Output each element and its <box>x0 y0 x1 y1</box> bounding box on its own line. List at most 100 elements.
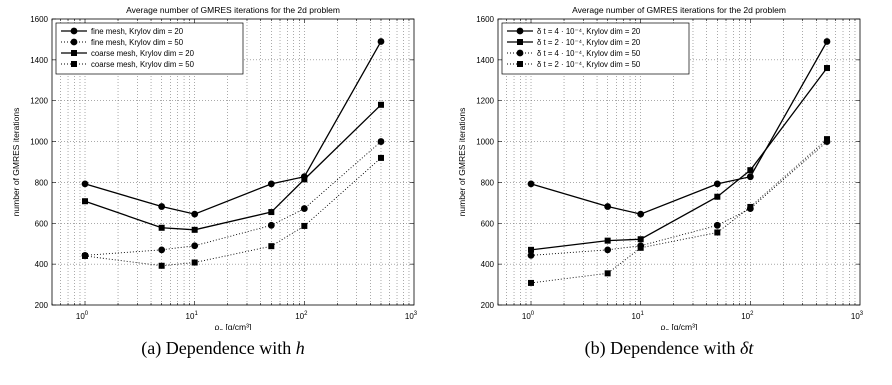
xtick-label-b-0: 100 <box>522 311 535 321</box>
axes-box-b <box>497 18 861 306</box>
legend-marker-b-0 <box>516 27 524 35</box>
panel-b: 200 400 600 800 1000 1200 1400 1600 100 101 102 103… <box>446 0 892 385</box>
caption-b-label: (b) Dependence with <box>584 338 741 358</box>
point-a-3-3 <box>268 243 275 250</box>
ytick-label-a-7: 1600 <box>30 15 48 24</box>
point-a-2-2 <box>191 226 198 233</box>
point-b-1-2 <box>637 236 644 243</box>
legend-box-a <box>55 22 244 75</box>
point-b-0-3 <box>713 180 721 188</box>
point-b-0-5 <box>823 38 831 45</box>
caption-b: (b) Dependence with δt <box>446 338 892 359</box>
point-a-0-3 <box>267 180 275 188</box>
legend-marker-a-2 <box>71 50 77 56</box>
ytick-label-b-2: 600 <box>481 219 495 228</box>
point-b-0-4 <box>746 173 754 181</box>
xtick-label-b-1: 101 <box>632 311 645 321</box>
ytick-label-b-4: 1000 <box>476 138 494 147</box>
point-a-2-5 <box>377 101 384 108</box>
point-a-1-3 <box>267 221 275 229</box>
series-line-a-0 <box>84 41 382 215</box>
legend-label-a-1: fine mesh, Krylov dim = 50 <box>91 38 184 47</box>
ytick-label-a-4: 1000 <box>30 138 48 147</box>
xtick-label-b-3: 103 <box>851 311 864 321</box>
series-a-2 <box>82 101 384 233</box>
point-b-3-2 <box>637 244 644 251</box>
series-line-a-1 <box>84 141 382 256</box>
legend-label-a-0: fine mesh, Krylov dim = 20 <box>91 27 184 36</box>
point-a-0-5 <box>377 38 385 45</box>
ytick-label-b-5: 1200 <box>476 97 494 106</box>
series-b-3 <box>528 136 830 286</box>
chart-b: 200 400 600 800 1000 1200 1400 1600 100 101 102 103… <box>457 5 864 330</box>
chart-title-a: Average number of GMRES iterations for t… <box>126 5 340 15</box>
point-b-3-4 <box>747 203 754 210</box>
series-b-0 <box>527 38 831 218</box>
caption-a-symbol: h <box>295 338 305 358</box>
point-a-1-1 <box>158 246 166 254</box>
legend-label-a-2: coarse mesh, Krylov dim = 20 <box>91 49 195 58</box>
caption-a: (a) Dependence with h <box>0 338 446 359</box>
point-b-3-3 <box>714 229 721 236</box>
series-line-a-2 <box>84 104 382 231</box>
point-b-1-3 <box>714 193 721 200</box>
point-a-3-5 <box>377 154 384 161</box>
ytick-label-a-0: 200 <box>35 301 49 310</box>
point-b-0-1 <box>604 203 612 210</box>
x-axis-label-b: ρs [g/cm³] <box>661 322 698 330</box>
ytick-label-a-5: 1200 <box>30 97 48 106</box>
legend-b: δ t = 4 · 10⁻⁴, Krylov dim = 20 δ t = 2 ·… <box>501 22 690 75</box>
x-axis-label-a: ρs [g/cm³] <box>215 322 252 330</box>
legend-marker-a-1 <box>70 38 78 46</box>
point-a-2-4 <box>301 176 308 183</box>
point-a-1-4 <box>300 205 308 212</box>
point-a-0-0 <box>81 180 89 188</box>
point-b-3-0 <box>528 279 535 286</box>
point-b-1-4 <box>747 167 754 174</box>
series-line-b-2 <box>530 141 828 256</box>
series-a-3 <box>82 154 384 269</box>
ytick-label-a-1: 400 <box>35 260 49 269</box>
legend-marker-b-3 <box>517 61 523 67</box>
ytick-label-a-3: 800 <box>35 178 49 187</box>
legend-label-a-3: coarse mesh, Krylov dim = 50 <box>91 60 195 69</box>
panel-a: 200 400 600 800 1000 1200 1400 1600 100 101 102 103… <box>0 5 446 359</box>
legend-marker-b-1 <box>517 39 523 45</box>
ytick-label-b-7: 1600 <box>476 15 494 24</box>
point-b-1-0 <box>528 246 535 253</box>
y-axis-label-b: number of GMRES iterations <box>457 108 467 217</box>
legend-marker-a-3 <box>71 61 77 67</box>
ytick-label-b-3: 800 <box>481 178 495 187</box>
series-line-b-3 <box>530 138 828 284</box>
point-a-1-5 <box>377 138 385 145</box>
point-a-3-0 <box>82 252 89 259</box>
point-a-2-1 <box>158 224 165 231</box>
ytick-label-a-2: 600 <box>35 219 49 228</box>
series-b-1 <box>528 65 830 253</box>
caption-b-symbol: δt <box>740 338 754 358</box>
point-a-3-4 <box>301 222 308 229</box>
point-a-2-0 <box>82 198 89 205</box>
caption-a-label: (a) Dependence with <box>141 338 296 358</box>
xtick-label-b-2: 102 <box>741 311 754 321</box>
chart-title-b: Average number of GMRES iterations for t… <box>572 5 786 15</box>
ytick-label-b-6: 1400 <box>476 56 494 65</box>
legend-marker-a-0 <box>70 27 78 35</box>
xtick-label-a-1: 101 <box>186 311 199 321</box>
point-b-2-1 <box>604 246 612 254</box>
legend-label-b-3: δ t = 2 · 10⁻⁴, Krylov dim = 50 <box>537 60 641 69</box>
point-b-2-3 <box>713 221 721 229</box>
point-b-3-5 <box>823 136 830 143</box>
ytick-label-b-0: 200 <box>481 301 495 310</box>
point-a-3-1 <box>158 262 165 269</box>
point-b-3-1 <box>604 270 611 277</box>
point-a-1-2 <box>191 242 199 250</box>
legend-label-b-2: δ t = 4 · 10⁻⁴, Krylov dim = 50 <box>537 49 641 58</box>
legend-label-b-1: δ t = 2 · 10⁻⁴, Krylov dim = 20 <box>537 38 641 47</box>
point-b-0-0 <box>527 180 535 188</box>
point-a-3-2 <box>191 259 198 266</box>
point-a-0-1 <box>158 203 166 210</box>
legend-box-b <box>501 22 690 75</box>
point-a-0-2 <box>191 210 199 218</box>
